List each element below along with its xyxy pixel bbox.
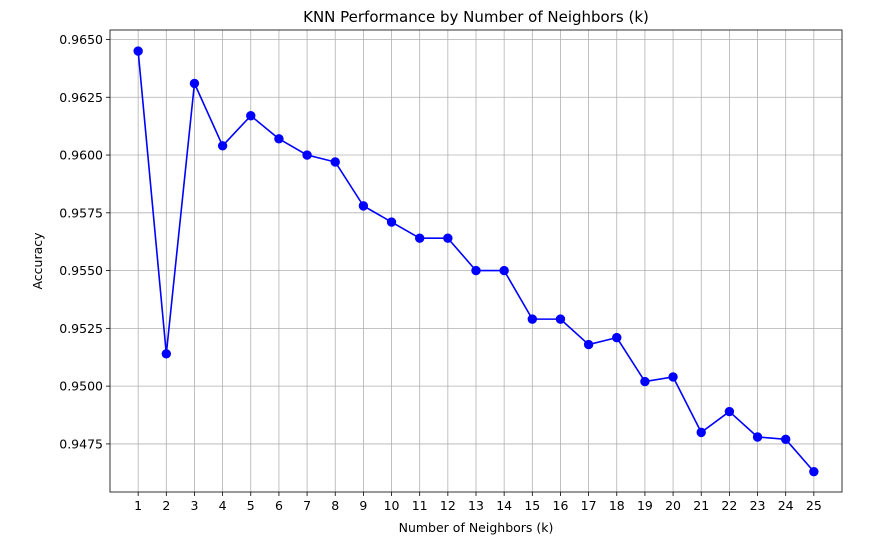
y-axis-title: Accuracy: [30, 232, 45, 290]
x-tick-label: 16: [553, 498, 569, 513]
x-tick-label: 9: [359, 498, 367, 513]
data-point: [330, 157, 340, 167]
data-point: [612, 332, 622, 343]
data-point: [752, 432, 763, 442]
x-tick-label: 12: [440, 498, 456, 513]
x-tick-label: 8: [331, 498, 339, 513]
data-point: [302, 150, 312, 160]
markers: [133, 46, 819, 477]
data-point: [499, 265, 509, 276]
data-point: [414, 233, 425, 243]
data-point: [668, 372, 678, 382]
y-tick-label: 0.9525: [59, 321, 103, 336]
x-tick-label: 17: [581, 498, 597, 513]
data-point: [583, 339, 594, 350]
data-point: [527, 314, 538, 324]
data-point: [696, 427, 706, 438]
x-tick-label: 3: [190, 498, 198, 513]
x-tick-label: 23: [750, 498, 766, 513]
x-tick-label: 1: [134, 498, 142, 513]
chart-title: KNN Performance by Number of Neighbors (…: [303, 8, 649, 26]
y-tick-label: 0.9475: [59, 436, 103, 451]
data-point: [443, 233, 453, 243]
x-tick-label: 20: [665, 498, 681, 513]
x-tick-label: 11: [412, 498, 428, 513]
x-tick-label: 5: [247, 498, 255, 513]
data-point: [640, 376, 650, 387]
x-tick-label: 13: [468, 498, 484, 513]
data-point: [133, 46, 143, 56]
data-point: [780, 434, 791, 445]
x-tick-label: 2: [162, 498, 170, 513]
x-tick-label: 22: [721, 498, 737, 513]
x-tick-label: 7: [303, 498, 311, 513]
x-axis-title: Number of Neighbors (k): [399, 520, 554, 535]
data-point: [724, 406, 735, 417]
x-tick-label: 25: [806, 498, 822, 513]
y-tick-label: 0.9575: [59, 205, 103, 220]
x-tick-label: 15: [524, 498, 540, 513]
grid: [110, 30, 842, 492]
ticks: 1 2 3 4 5 6 7 8 9 10 11 12 13 14 15 16 17 18 19 20 21 22 23 24 2…: [59, 32, 822, 513]
data-point: [189, 78, 200, 89]
data-point: [358, 201, 369, 211]
data-point: [809, 466, 819, 477]
data-point: [217, 141, 228, 151]
data-point: [386, 217, 397, 227]
x-tick-label: 6: [275, 498, 283, 513]
y-tick-label: 0.9650: [59, 32, 103, 47]
data-point: [161, 349, 172, 359]
data-point: [555, 314, 566, 324]
x-tick-label: 14: [496, 498, 512, 513]
y-tick-label: 0.9625: [59, 90, 103, 105]
data-point: [246, 111, 256, 121]
x-tick-label: 18: [609, 498, 625, 513]
x-tick-label: 24: [778, 498, 794, 513]
x-tick-label: 4: [219, 498, 227, 513]
y-tick-label: 0.9600: [59, 148, 103, 163]
x-tick-label: 19: [637, 498, 653, 513]
data-point: [471, 265, 481, 276]
y-tick-label: 0.9550: [59, 263, 103, 278]
data-point: [274, 134, 284, 144]
y-tick-label: 0.9500: [59, 379, 103, 394]
x-tick-label: 10: [384, 498, 400, 513]
x-tick-label: 21: [693, 498, 709, 513]
